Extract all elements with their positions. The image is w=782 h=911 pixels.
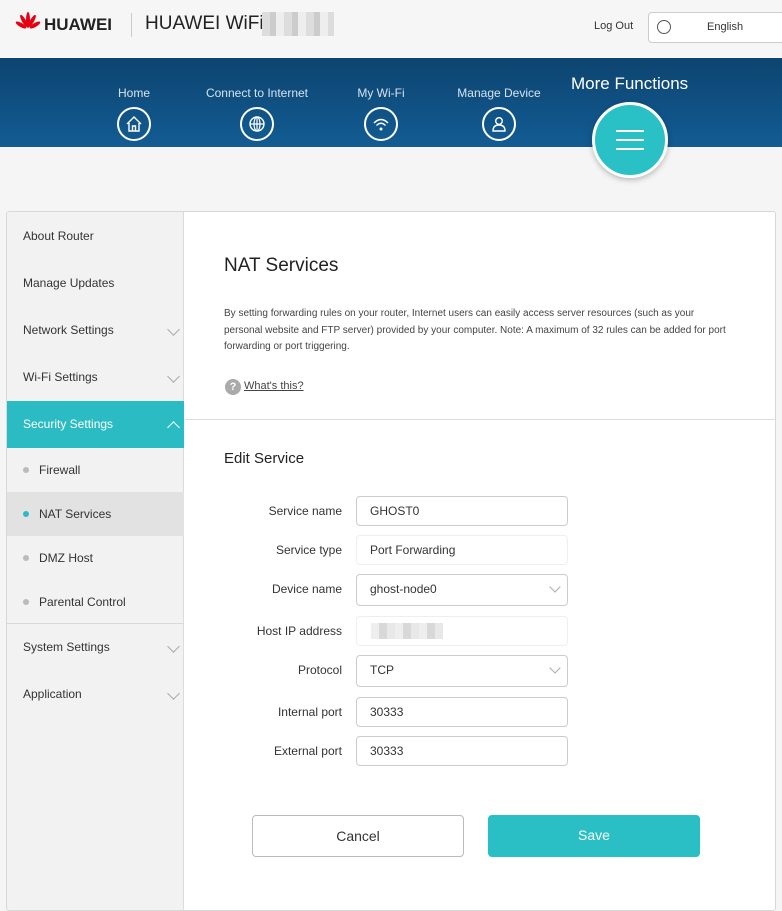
redacted-model: [262, 12, 334, 36]
sidebar-label: Application: [23, 687, 82, 701]
sidebar-item-application[interactable]: Application: [7, 671, 184, 718]
chevron-up-icon: [167, 421, 180, 434]
nav-connect-internet[interactable]: Connect to Internet: [197, 86, 317, 141]
sidebar-label: Manage Updates: [23, 276, 115, 290]
divider: [185, 419, 775, 420]
help-icon: ?: [225, 379, 241, 395]
chevron-down-icon: [167, 640, 180, 653]
bullet-icon: [23, 511, 29, 517]
more-functions-label: More Functions: [571, 74, 689, 93]
sidebar-item-network-settings[interactable]: Network Settings: [7, 307, 184, 354]
device-name-value: ghost-node0: [370, 582, 437, 596]
nav-label: My Wi-Fi: [357, 86, 405, 100]
bullet-icon: [23, 555, 29, 561]
sidebar-subitem-dmz-host[interactable]: DMZ Host: [7, 536, 184, 580]
more-functions-menu-icon[interactable]: [592, 102, 668, 178]
top-bar: HUAWEI HUAWEI WiFi Log Out English: [0, 0, 782, 58]
sidebar-subitem-nat-services[interactable]: NAT Services: [7, 492, 184, 536]
external-port-input[interactable]: 30333: [356, 736, 568, 766]
huawei-logo-icon: [15, 12, 41, 29]
chevron-down-icon: [549, 662, 561, 674]
device-name-label: Device name: [271, 582, 342, 596]
sidebar-subitem-firewall[interactable]: Firewall: [7, 448, 184, 492]
sidebar-item-manage-updates[interactable]: Manage Updates: [7, 260, 184, 307]
nav-label: Home: [117, 86, 150, 100]
nav-label: Manage Device: [457, 86, 541, 100]
content-panel: About Router Manage Updates Network Sett…: [6, 211, 776, 911]
sidebar-item-wifi-settings[interactable]: Wi-Fi Settings: [7, 354, 184, 401]
device-name-select[interactable]: ghost-node0: [356, 574, 568, 606]
user-icon: [482, 107, 516, 141]
product-name: HUAWEI WiFi: [145, 13, 264, 34]
nav-home[interactable]: Home: [74, 86, 194, 141]
protocol-label: Protocol: [297, 663, 342, 677]
nav-manage-device[interactable]: Manage Device: [439, 86, 559, 141]
sidebar: About Router Manage Updates Network Sett…: [7, 212, 184, 910]
sidebar-label: Security Settings: [23, 417, 114, 431]
globe-icon: [240, 107, 274, 141]
brand-name: HUAWEI: [44, 15, 112, 34]
service-type-label: Service type: [275, 543, 342, 557]
protocol-value: TCP: [370, 663, 394, 677]
service-type-field: Port Forwarding: [356, 535, 568, 565]
internal-port-input[interactable]: 30333: [356, 697, 568, 727]
protocol-select[interactable]: TCP: [356, 655, 568, 687]
cancel-button[interactable]: Cancel: [252, 815, 464, 857]
language-value: English: [707, 21, 744, 33]
home-icon: [117, 107, 151, 141]
service-name-label: Service name: [268, 504, 342, 518]
sidebar-item-system-settings[interactable]: System Settings: [7, 624, 184, 671]
bullet-icon: [23, 599, 29, 605]
sidebar-label: NAT Services: [39, 507, 112, 521]
section-title: Edit Service: [224, 450, 305, 467]
bullet-icon: [23, 467, 29, 473]
host-ip-label: Host IP address: [256, 624, 342, 638]
sidebar-item-security-settings[interactable]: Security Settings: [7, 401, 184, 448]
chevron-down-icon: [167, 370, 180, 383]
sidebar-label: Parental Control: [39, 595, 126, 609]
external-port-label: External port: [273, 744, 342, 758]
internal-port-label: Internal port: [277, 705, 342, 719]
sidebar-subitem-parental-control[interactable]: Parental Control: [7, 580, 184, 624]
wifi-icon: [364, 107, 398, 141]
sidebar-label: Firewall: [39, 463, 81, 477]
globe-icon: [657, 20, 671, 34]
sidebar-item-about-router[interactable]: About Router: [7, 213, 184, 260]
logout-link[interactable]: Log Out: [594, 20, 634, 32]
save-button[interactable]: Save: [488, 815, 700, 857]
whats-this-link[interactable]: What's this?: [244, 380, 304, 392]
page-description: By setting forwarding rules on your rout…: [224, 308, 726, 352]
page-title: NAT Services: [224, 255, 339, 276]
sidebar-label: DMZ Host: [39, 551, 93, 565]
service-name-input[interactable]: GHOST0: [356, 496, 568, 526]
nav-my-wifi[interactable]: My Wi-Fi: [321, 86, 441, 141]
sidebar-label: Network Settings: [23, 323, 114, 337]
language-select[interactable]: English: [648, 12, 782, 43]
chevron-down-icon: [167, 323, 180, 336]
divider: [131, 13, 132, 37]
chevron-down-icon: [549, 581, 561, 593]
nav-label: Connect to Internet: [205, 86, 309, 100]
sidebar-label: About Router: [23, 229, 94, 243]
sidebar-label: System Settings: [23, 640, 110, 654]
chevron-down-icon: [167, 687, 180, 700]
sidebar-label: Wi-Fi Settings: [23, 370, 98, 384]
divider: [7, 623, 184, 624]
host-ip-field: [356, 616, 568, 646]
redacted-ip: [371, 623, 443, 639]
